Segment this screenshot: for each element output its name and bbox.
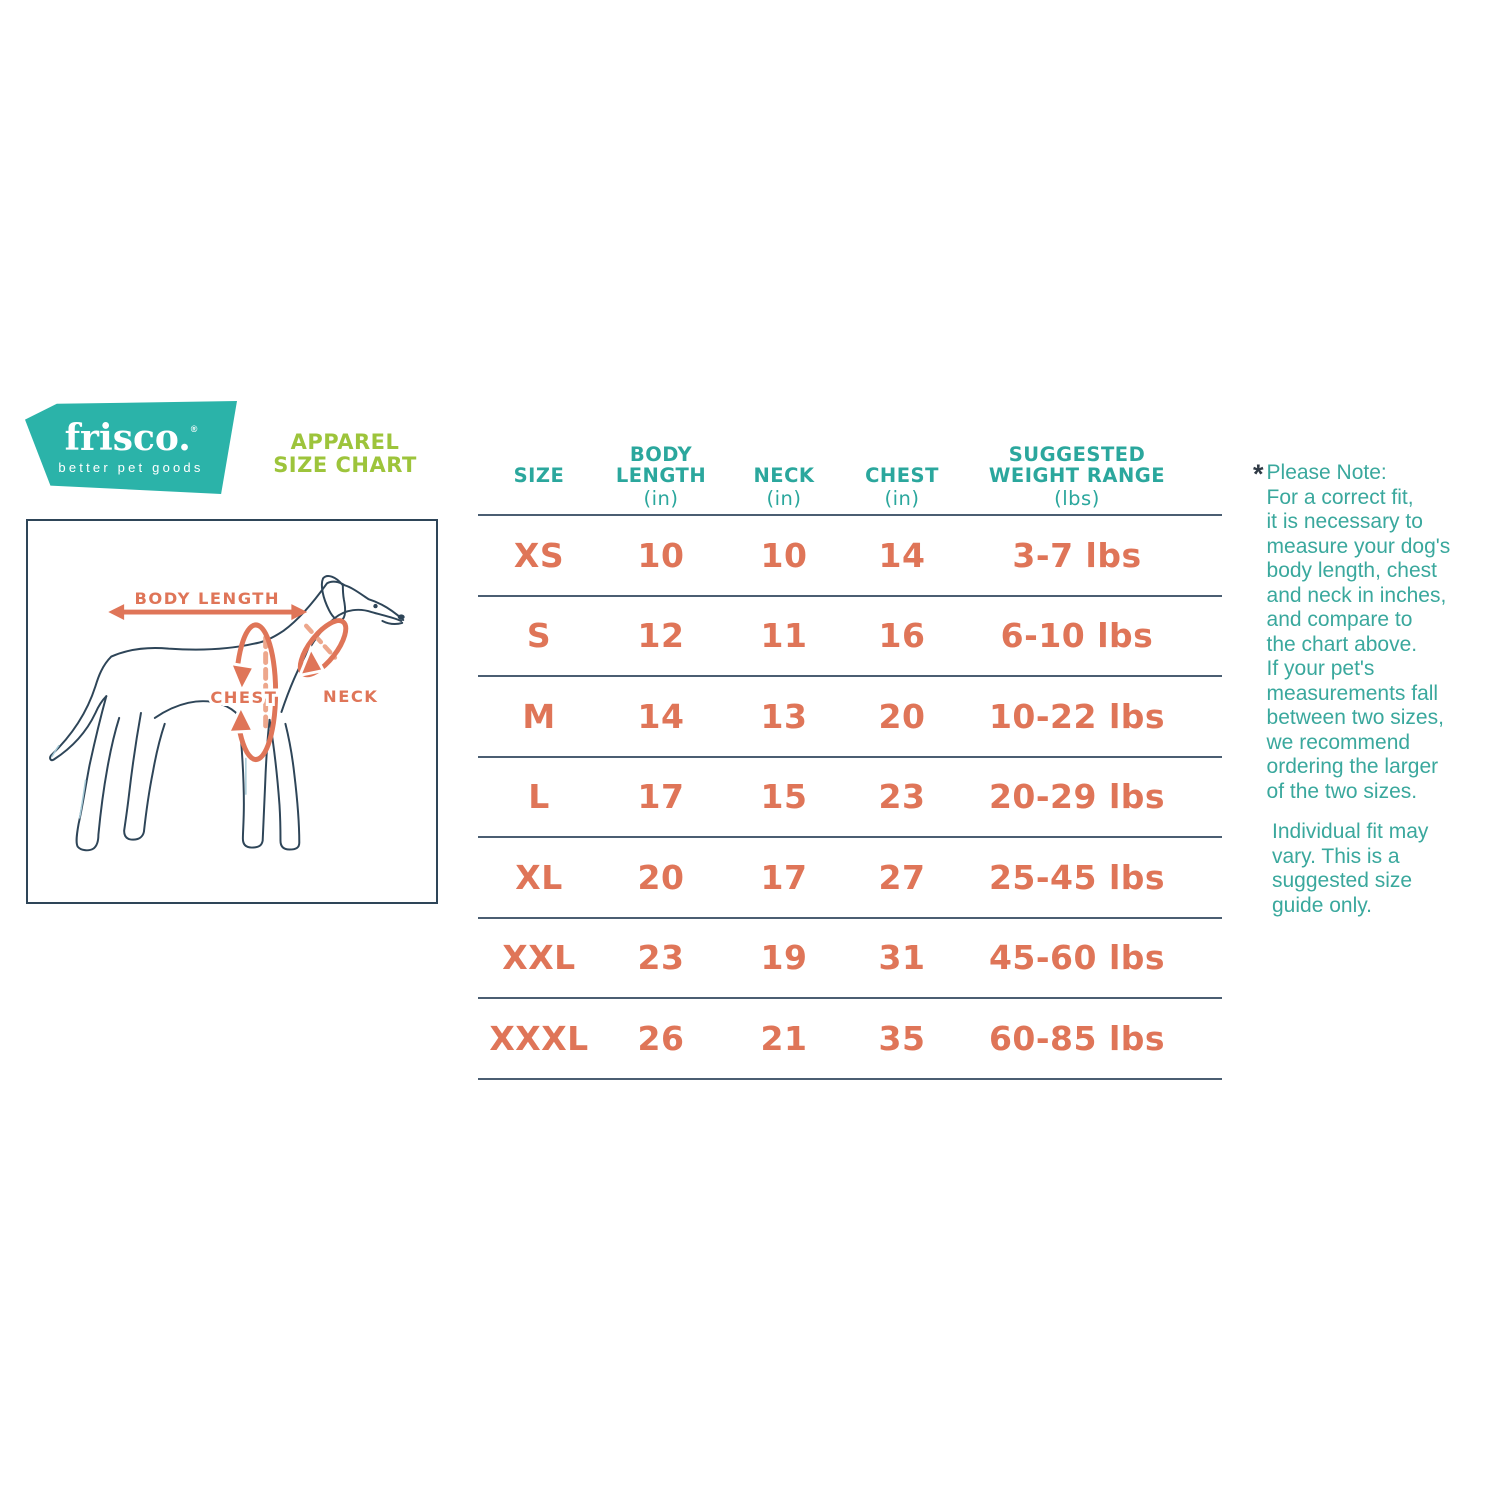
- table-row-xxxl: XXXL 26 21 35 60-85 lbs: [478, 999, 1222, 1080]
- column-header-neck: NECK (in): [753, 464, 815, 510]
- table-row-m: M 14 13 20 10-22 lbs: [478, 677, 1222, 758]
- neck-measure-ellipse: [297, 618, 349, 678]
- table-row-l: L 17 15 23 20-29 lbs: [478, 758, 1222, 838]
- registered-mark: ®: [190, 424, 198, 434]
- neck-value: 19: [760, 938, 808, 978]
- fit-disclaimer-text: Individual fit may vary. This is a sugge…: [1272, 820, 1429, 917]
- chest-value: 35: [878, 1018, 926, 1058]
- table-header-row: SIZE BODY LENGTH (in) NECK (in) CHEST (i…: [478, 426, 1222, 514]
- neck-value: 15: [760, 777, 808, 817]
- size-value: L: [528, 777, 550, 817]
- body-length-value: 14: [637, 696, 685, 736]
- neck-label: NECK: [323, 687, 378, 706]
- please-note-block: * Please Note: For a correct fit, it is …: [1253, 461, 1483, 804]
- weight-value: 25-45 lbs: [988, 857, 1166, 897]
- body-length-value: 12: [637, 616, 685, 656]
- weight-value: 60-85 lbs: [988, 1018, 1166, 1058]
- column-header-weight-range: SUGGESTED WEIGHT RANGE (lbs): [988, 443, 1166, 510]
- neck-value: 11: [760, 616, 808, 656]
- neck-value: 13: [760, 696, 808, 736]
- chest-measure-ellipse: [226, 622, 279, 762]
- size-value: XXL: [502, 938, 576, 978]
- weight-value: 20-29 lbs: [988, 777, 1166, 817]
- dog-nose: [397, 614, 405, 620]
- body-length-value: 23: [637, 938, 685, 978]
- chest-value: 20: [878, 696, 926, 736]
- table-row-xl: XL 20 17 27 25-45 lbs: [478, 838, 1222, 919]
- table-body: XS 10 10 14 3-7 lbs S 12 11 16 6-10 lbs …: [478, 514, 1222, 1080]
- chest-value: 23: [878, 777, 926, 817]
- column-header-chest: CHEST (in): [865, 464, 939, 510]
- neck-value: 10: [760, 535, 808, 575]
- dog-eye: [373, 603, 378, 609]
- weight-value: 3-7 lbs: [1012, 535, 1142, 575]
- weight-value: 6-10 lbs: [1000, 616, 1154, 656]
- chest-value: 31: [878, 938, 926, 978]
- fit-disclaimer-block: Individual fit may vary. This is a sugge…: [1272, 820, 1482, 918]
- size-table: SIZE BODY LENGTH (in) NECK (in) CHEST (i…: [478, 426, 1222, 1080]
- body-length-value: 20: [637, 857, 685, 897]
- column-header-body-length: BODY LENGTH (in): [615, 443, 707, 510]
- body-length-value: 17: [637, 777, 685, 817]
- body-length-value: 26: [637, 1018, 685, 1058]
- table-row-s: S 12 11 16 6-10 lbs: [478, 597, 1222, 677]
- neck-value: 17: [760, 857, 808, 897]
- body-length-value: 10: [637, 535, 685, 575]
- size-value: XS: [513, 535, 565, 575]
- column-header-size: SIZE: [513, 464, 565, 487]
- chest-value: 16: [878, 616, 926, 656]
- frisco-logo: frisco.® better pet goods: [25, 401, 237, 494]
- logo-tagline: better pet goods: [58, 460, 204, 475]
- logo-wordmark: frisco.®: [65, 420, 198, 456]
- size-value: M: [522, 696, 556, 736]
- dog-outline-drawing: [49, 575, 405, 852]
- body-length-arrow: [108, 604, 308, 620]
- size-value: XXXL: [489, 1018, 589, 1058]
- asterisk: *: [1253, 459, 1264, 489]
- dog-diagram-svg: BODY LENGTH CHEST NECK: [49, 575, 405, 852]
- page-title: APPAREL SIZE CHART: [273, 430, 417, 477]
- chest-value: 27: [878, 857, 926, 897]
- weight-value: 45-60 lbs: [988, 938, 1166, 978]
- body-length-label: BODY LENGTH: [134, 589, 280, 608]
- chest-value: 14: [878, 535, 926, 575]
- chest-label: CHEST: [210, 688, 277, 707]
- table-row-xxl: XXL 23 19 31 45-60 lbs: [478, 919, 1222, 999]
- neck-value: 21: [760, 1018, 808, 1058]
- logo-text: frisco.: [64, 417, 191, 459]
- weight-value: 10-22 lbs: [988, 696, 1166, 736]
- please-note-text: Please Note: For a correct fit, it is ne…: [1266, 461, 1451, 803]
- size-value: XL: [515, 857, 563, 897]
- dog-mouth: [381, 619, 404, 625]
- size-value: S: [526, 616, 552, 656]
- dog-measurement-diagram: BODY LENGTH CHEST NECK: [26, 519, 438, 904]
- table-row-xs: XS 10 10 14 3-7 lbs: [478, 516, 1222, 597]
